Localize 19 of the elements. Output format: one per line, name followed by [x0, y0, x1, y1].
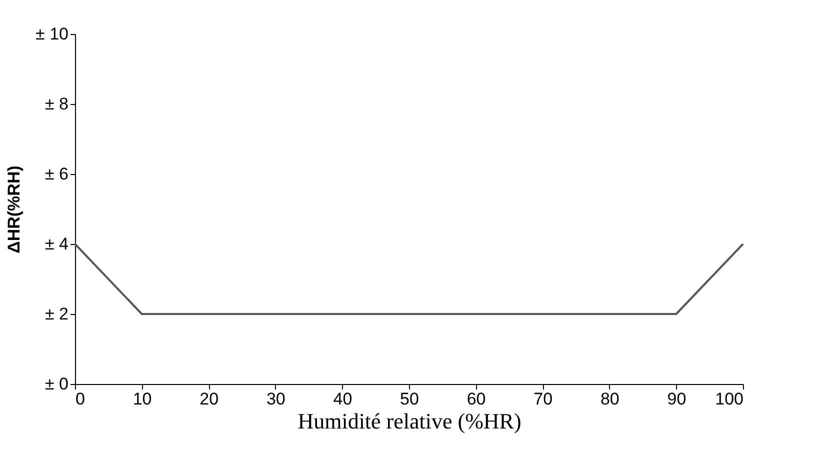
- x-tick-label: 80: [600, 390, 620, 408]
- y-tick-label: ± 6: [44, 164, 68, 184]
- x-tick-label: 10: [132, 390, 152, 408]
- y-tick-label: ± 0: [44, 374, 68, 394]
- x-tick-label: 40: [333, 390, 352, 408]
- x-tick-label: 20: [200, 390, 219, 408]
- x-tick-label: 30: [266, 390, 286, 408]
- x-tick-label: 50: [400, 390, 419, 408]
- x-tick-label: 90: [667, 390, 686, 408]
- y-tick-label: ± 8: [44, 94, 68, 114]
- y-tick-label: ± 10: [36, 24, 68, 44]
- y-tick-label: ± 2: [44, 304, 68, 324]
- x-tick-label: 100: [715, 390, 744, 408]
- x-tick-label: 0: [76, 390, 85, 408]
- x-axis-title: Humidité relative (%HR): [298, 408, 522, 434]
- x-tick-label: 60: [466, 390, 486, 408]
- y-axis-title: ΔHR(%RH): [4, 166, 24, 254]
- x-tick-label: 70: [534, 390, 553, 408]
- y-tick-label: ± 4: [44, 234, 68, 254]
